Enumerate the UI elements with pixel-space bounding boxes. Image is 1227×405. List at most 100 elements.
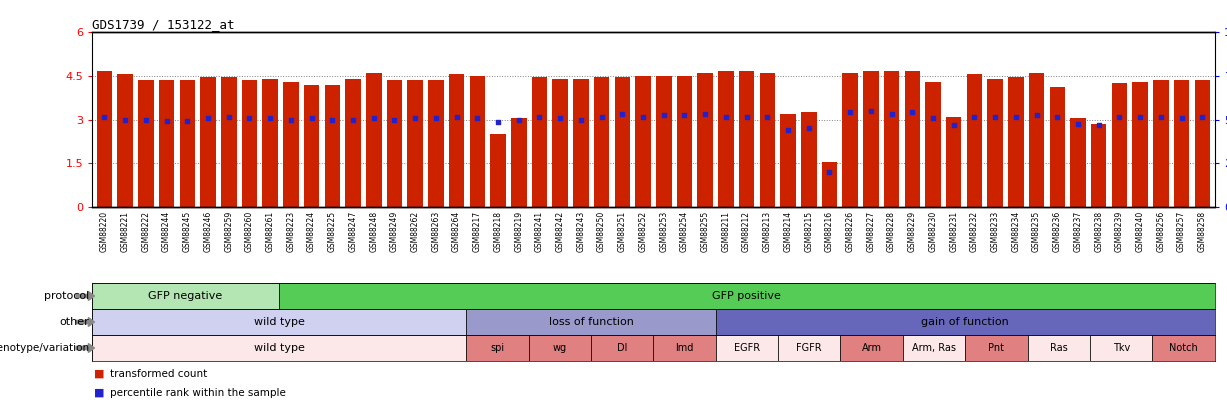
Bar — [491, 134, 506, 207]
Point — [302, 115, 321, 121]
Point — [717, 113, 736, 120]
Bar — [531, 77, 547, 207]
Bar — [1195, 80, 1210, 207]
Text: gain of function: gain of function — [921, 317, 1009, 327]
Bar — [470, 76, 485, 207]
Bar — [139, 80, 153, 207]
Point — [778, 126, 798, 133]
Bar — [279, 283, 1215, 309]
Point — [571, 116, 590, 123]
Text: GSM88258: GSM88258 — [1198, 211, 1207, 252]
Point — [799, 125, 818, 132]
Text: GSM88229: GSM88229 — [908, 211, 917, 252]
Point — [1006, 113, 1026, 120]
Bar — [1009, 77, 1023, 207]
Bar — [801, 112, 816, 207]
Bar — [221, 77, 237, 207]
Bar — [1112, 83, 1128, 207]
Point — [405, 115, 425, 121]
Text: genotype/variation: genotype/variation — [0, 343, 90, 353]
Point — [218, 113, 238, 120]
Bar — [449, 74, 464, 207]
Text: GSM88233: GSM88233 — [990, 211, 1000, 252]
Point — [239, 115, 259, 121]
Bar — [760, 73, 775, 207]
Point — [281, 116, 301, 123]
Bar — [883, 71, 899, 207]
Text: GSM88238: GSM88238 — [1094, 211, 1103, 252]
Text: GSM88227: GSM88227 — [866, 211, 875, 252]
Bar — [1091, 124, 1107, 207]
Text: GSM88263: GSM88263 — [432, 211, 440, 252]
Text: GSM88246: GSM88246 — [204, 211, 212, 252]
Text: GDS1739 / 153122_at: GDS1739 / 153122_at — [92, 18, 234, 31]
Text: GSM88250: GSM88250 — [598, 211, 606, 252]
Point — [882, 111, 902, 117]
Point — [136, 117, 156, 124]
Bar — [304, 85, 319, 207]
Bar — [656, 76, 671, 207]
Bar — [179, 80, 195, 207]
Text: GSM88217: GSM88217 — [472, 211, 482, 252]
Point — [696, 111, 715, 117]
Point — [736, 113, 756, 120]
Bar — [715, 309, 1215, 335]
Text: GSM88232: GSM88232 — [971, 211, 979, 252]
Text: GSM88211: GSM88211 — [721, 211, 730, 252]
Text: GSM88225: GSM88225 — [328, 211, 336, 252]
Bar — [366, 73, 382, 207]
Bar — [510, 118, 526, 207]
Point — [923, 115, 942, 121]
Text: GSM88235: GSM88235 — [1032, 211, 1040, 252]
Bar — [778, 335, 840, 361]
Bar — [1028, 73, 1044, 207]
Text: GSM88213: GSM88213 — [763, 211, 772, 252]
Point — [820, 169, 839, 175]
Point — [384, 116, 404, 123]
Text: GSM88255: GSM88255 — [701, 211, 709, 252]
Text: GFP positive: GFP positive — [713, 291, 782, 301]
Bar — [1152, 335, 1215, 361]
Text: GSM88219: GSM88219 — [514, 211, 523, 252]
Bar — [840, 335, 903, 361]
Point — [1172, 115, 1191, 121]
Text: Tkv: Tkv — [1113, 343, 1130, 353]
Bar — [676, 76, 692, 207]
Bar — [324, 85, 340, 207]
Text: GSM88244: GSM88244 — [162, 211, 171, 252]
Point — [1069, 121, 1088, 127]
Point — [1151, 113, 1171, 120]
Text: transformed count: transformed count — [110, 369, 207, 379]
Bar — [92, 309, 466, 335]
Bar — [946, 117, 962, 207]
Bar — [1133, 81, 1148, 207]
Text: GSM88239: GSM88239 — [1115, 211, 1124, 252]
Bar — [529, 335, 591, 361]
Text: GSM88226: GSM88226 — [845, 211, 855, 252]
Bar — [387, 80, 402, 207]
Bar — [573, 79, 589, 207]
Point — [260, 115, 280, 121]
Bar — [407, 80, 423, 207]
Text: GSM88260: GSM88260 — [245, 211, 254, 252]
Bar — [97, 71, 112, 207]
Point — [323, 116, 342, 123]
Text: GSM88222: GSM88222 — [141, 211, 151, 252]
Text: wg: wg — [552, 343, 567, 353]
Text: GSM88264: GSM88264 — [452, 211, 461, 252]
Point — [344, 116, 363, 123]
Bar — [1049, 87, 1065, 207]
Point — [426, 115, 445, 121]
Text: Dl: Dl — [617, 343, 627, 353]
Bar — [92, 283, 279, 309]
Bar — [988, 79, 1002, 207]
Text: GSM88231: GSM88231 — [950, 211, 958, 252]
Point — [1048, 113, 1067, 120]
Bar — [822, 162, 837, 207]
Text: GSM88237: GSM88237 — [1074, 211, 1082, 252]
Point — [509, 116, 529, 123]
Point — [447, 113, 466, 120]
Bar — [591, 335, 653, 361]
Text: Arm, Ras: Arm, Ras — [912, 343, 956, 353]
Bar — [594, 77, 610, 207]
